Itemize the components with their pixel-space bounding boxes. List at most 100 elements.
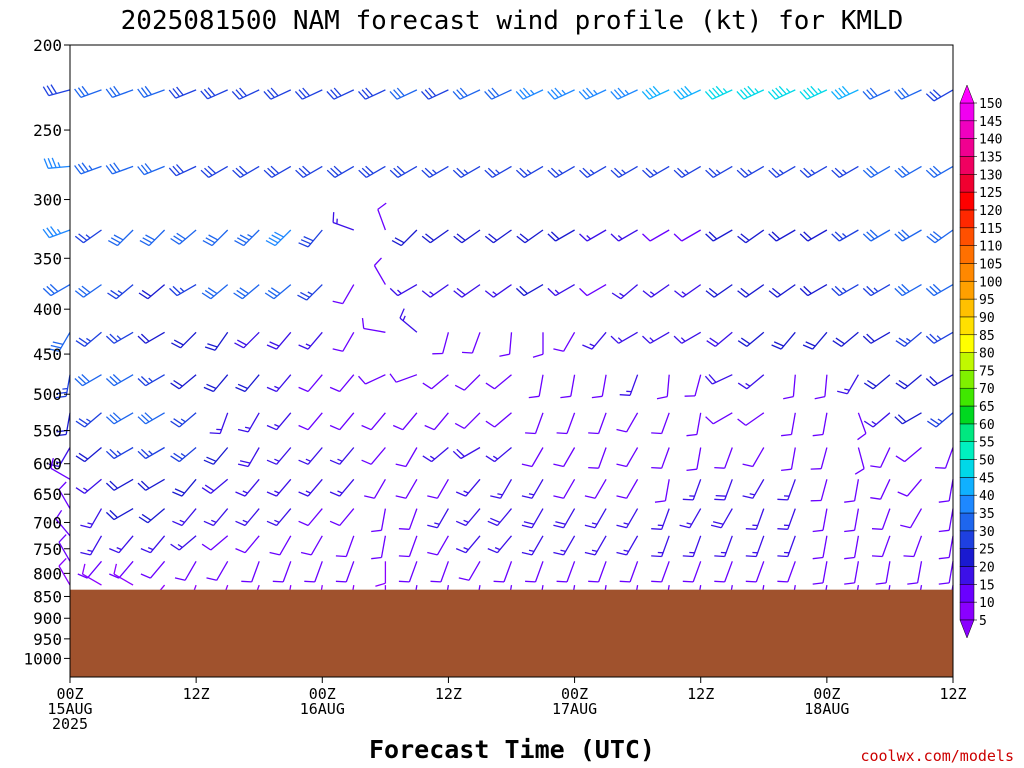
barb-flag [140,480,150,489]
barb-flag [172,491,183,497]
barb-flag [140,414,150,423]
barb-half-flag [117,290,123,295]
wind-barb [705,165,733,178]
colorbar-label: 75 [979,364,995,379]
wind-barb [332,284,355,305]
colorbar-label: 15 [979,578,995,593]
barb-flag [300,239,311,245]
wind-barb [137,446,165,460]
barb-shaft [594,535,607,556]
barb-flag [396,165,406,174]
barb-half-flag [593,89,598,95]
wind-barb [799,229,828,242]
barb-shaft [112,165,134,175]
barb-half-flag [86,418,92,423]
wind-barb [452,87,481,100]
barb-shaft [58,565,71,586]
wind-barb [591,374,607,399]
wind-barb [686,447,702,472]
barb-half-flag [432,169,437,174]
barb-half-flag [686,522,692,525]
wind-barb [272,561,292,583]
wind-barb [263,165,292,178]
barb-flag [50,457,54,469]
barb-flag [140,164,149,174]
wind-barb [485,412,512,428]
barb-flag [487,548,498,554]
barb-shaft [948,508,954,531]
barb-flag [938,500,950,503]
barb-flag [519,167,528,176]
barb-shaft [310,535,323,556]
barb-shaft [58,489,71,509]
barb-flag [234,240,245,247]
colorbar-label: 95 [979,293,995,308]
barb-shaft [247,412,260,433]
barb-half-flag [87,522,93,525]
barb-flag [81,85,89,96]
barb-shaft [934,229,954,244]
barb-flag [81,162,89,172]
barb-flag [330,89,338,98]
wind-barb [50,457,71,480]
wind-barb [269,535,292,556]
wind-barb [584,508,607,529]
barb-half-flag [617,235,623,240]
wind-barb [361,318,386,333]
barb-flag [897,167,907,176]
barb-flag [329,459,340,465]
wind-barb [556,561,576,583]
wind-barb [768,165,796,178]
wind-barb [235,478,260,497]
barb-flag [264,292,275,300]
barb-flag [377,202,387,210]
barb-flag [105,450,115,459]
barb-flag [389,373,397,383]
barb-flag [49,283,59,293]
barb-shaft [271,165,292,178]
barb-flag [932,89,942,98]
colorbar-segment [959,423,975,442]
wind-barb [704,85,733,100]
wind-barb [298,478,323,497]
barb-flag [267,289,278,297]
barb-flag [144,412,153,421]
wind-barb [432,332,450,355]
wind-barb [642,165,670,178]
colorbar-segment [959,494,975,514]
barb-flag [708,167,718,176]
barb-shaft [503,561,513,583]
wind-barb [55,509,71,537]
barb-half-flag [652,169,658,174]
wind-barb [556,412,576,435]
colorbar-label: 5 [979,614,987,629]
barb-flag [831,169,840,178]
barb-shaft [745,412,765,426]
barb-flag [803,89,811,98]
wind-barb [610,331,638,344]
wind-barb [487,508,512,527]
y-tick-label: 300 [33,191,62,210]
barb-shaft [713,284,733,298]
wind-barb [389,87,418,100]
wind-barb [895,447,922,463]
barb-half-flag [402,315,406,321]
barb-flag [528,395,540,399]
wind-barb [938,479,954,503]
barb-flag [932,283,942,293]
wind-barb [304,561,323,583]
barb-flag [907,582,918,585]
barb-flag [521,524,533,529]
barb-flag [176,86,184,96]
barb-shaft [538,374,544,397]
barb-shaft [339,508,355,526]
barb-flag [493,580,505,583]
barb-flag [706,340,716,347]
wind-barb [799,85,828,100]
barb-shaft [563,331,576,352]
barb-flag [81,374,90,383]
barb-flag [897,285,907,295]
wind-barb [371,535,387,560]
wind-barb [170,374,197,390]
